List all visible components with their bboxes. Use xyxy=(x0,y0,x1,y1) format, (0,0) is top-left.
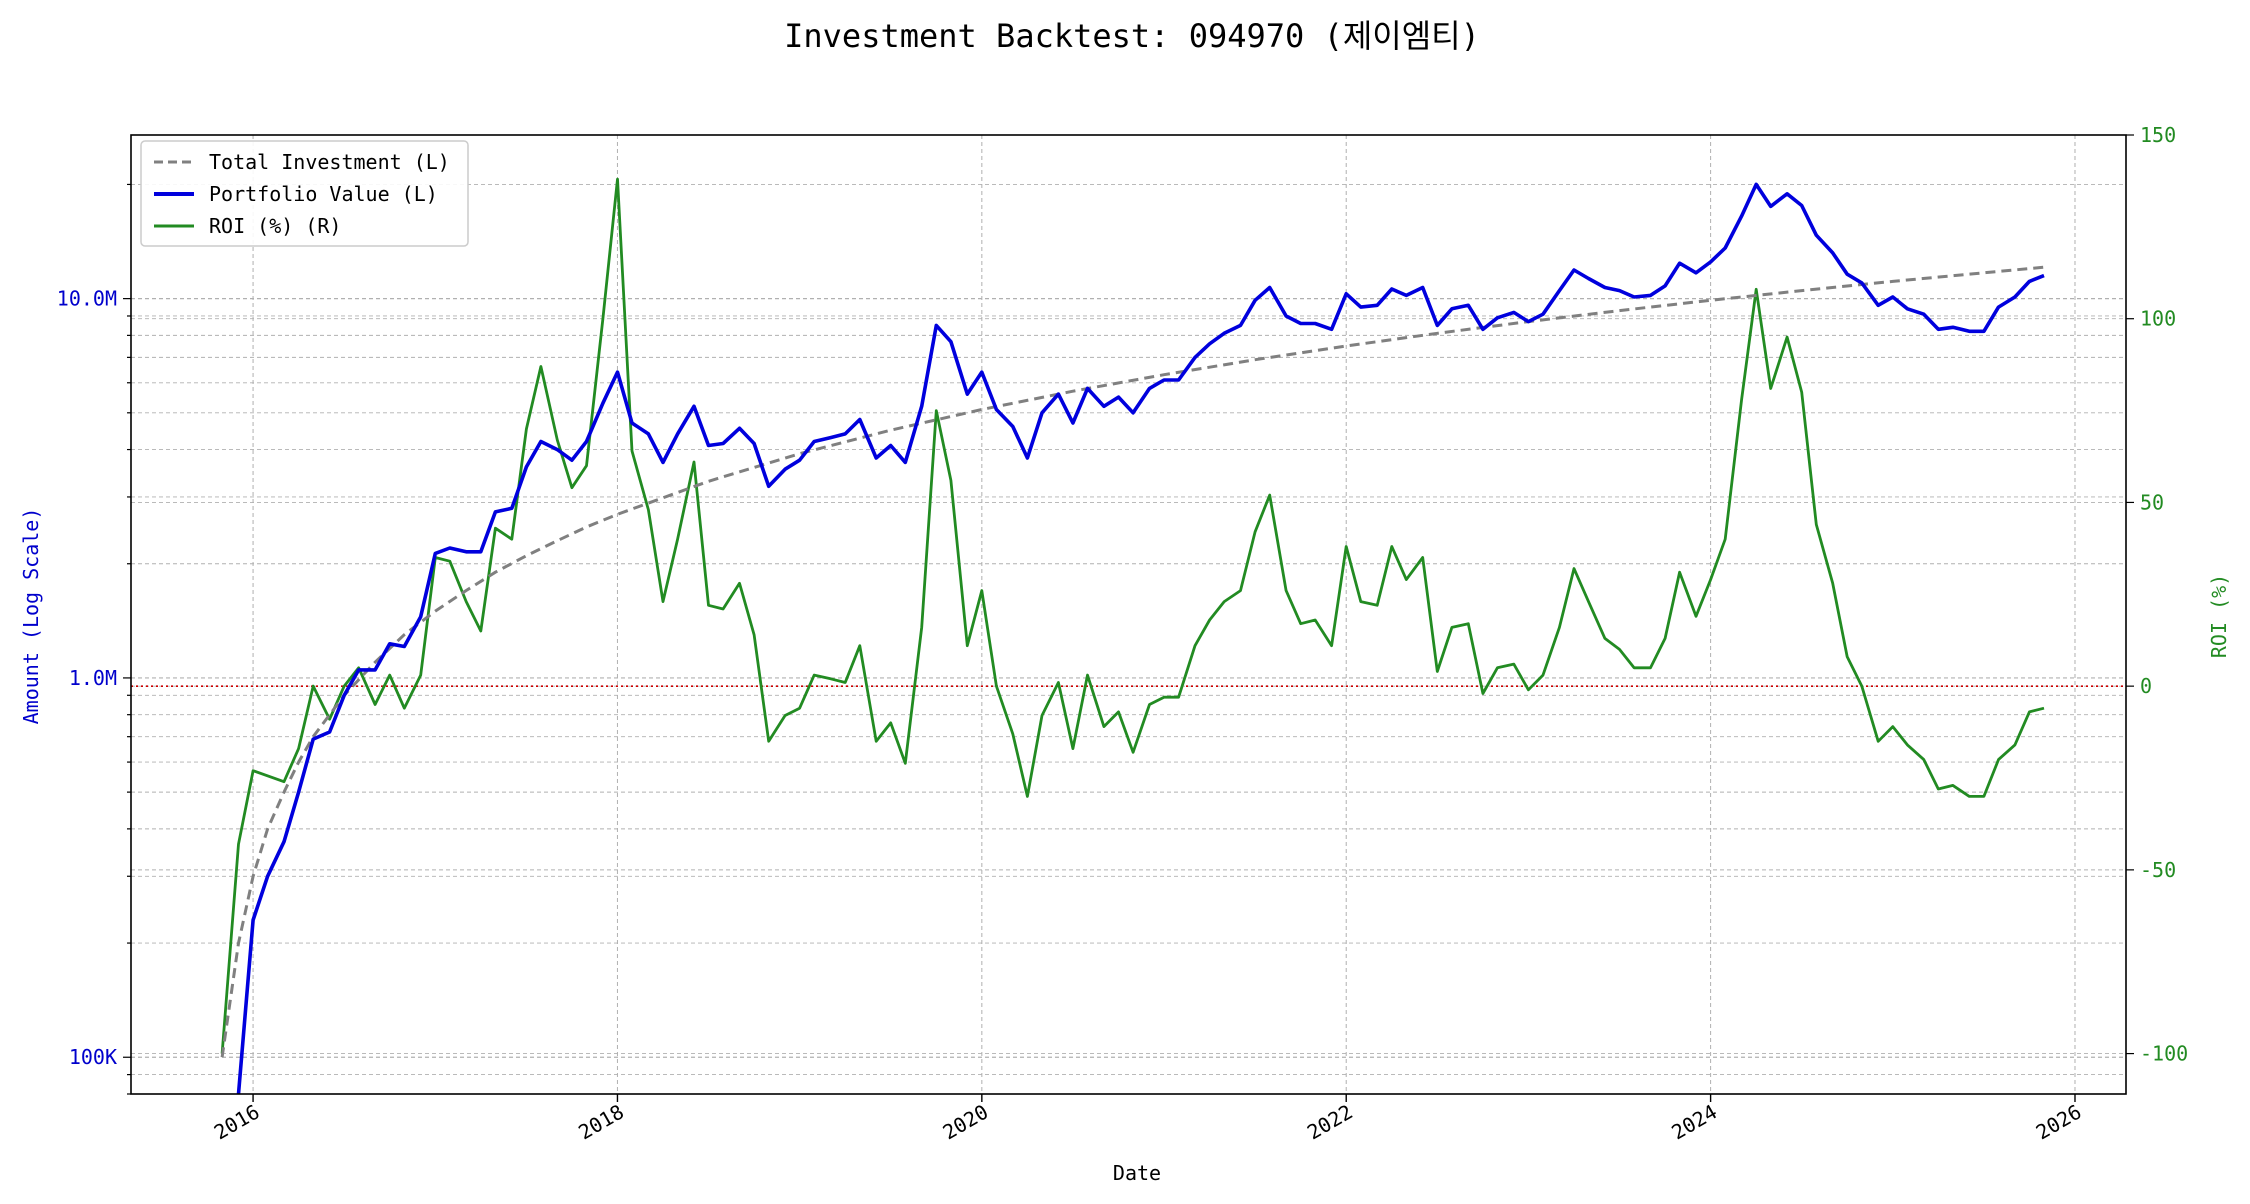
plot-frame xyxy=(130,134,2127,1095)
left-y-tick-label: 1.0M xyxy=(69,666,117,690)
total-investment-line xyxy=(220,265,2045,1058)
chart-title: Investment Backtest: 094970 (제이엠티) xyxy=(784,17,1480,55)
right-y-tick-label: 150 xyxy=(2140,123,2176,147)
grid xyxy=(131,134,2126,1095)
series-layer xyxy=(220,177,2045,1095)
right-y-axis-label: ROI (%) xyxy=(2207,574,2231,658)
x-axis-label: Date xyxy=(1113,1161,1161,1185)
left-y-tick-label: 100K xyxy=(69,1045,117,1069)
right-y-tick-label: 0 xyxy=(2140,674,2152,698)
right-y-tick-label: -50 xyxy=(2140,858,2176,882)
legend-label-roi: ROI (%) (R) xyxy=(209,214,341,238)
left-y-tick-label: 10.0M xyxy=(57,287,117,311)
right-y-tick-label: 100 xyxy=(2140,307,2176,331)
legend-label-total-investment: Total Investment (L) xyxy=(209,150,450,174)
right-y-tick-label: -100 xyxy=(2140,1042,2188,1066)
right-y-axis: -100 -50 0 50 100 150 xyxy=(2126,123,2188,1066)
legend-label-portfolio-value: Portfolio Value (L) xyxy=(209,182,438,206)
legend: Total Investment (L) Portfolio Value (L)… xyxy=(140,140,469,247)
roi-line xyxy=(220,177,2045,1054)
legend-box xyxy=(140,140,469,247)
portfolio-value-line xyxy=(236,182,2045,1095)
left-y-axis: 100K 1.0M 10.0M xyxy=(57,183,131,1095)
right-y-tick-label: 50 xyxy=(2140,490,2164,514)
left-y-axis-label: Amount (Log Scale) xyxy=(19,508,43,725)
